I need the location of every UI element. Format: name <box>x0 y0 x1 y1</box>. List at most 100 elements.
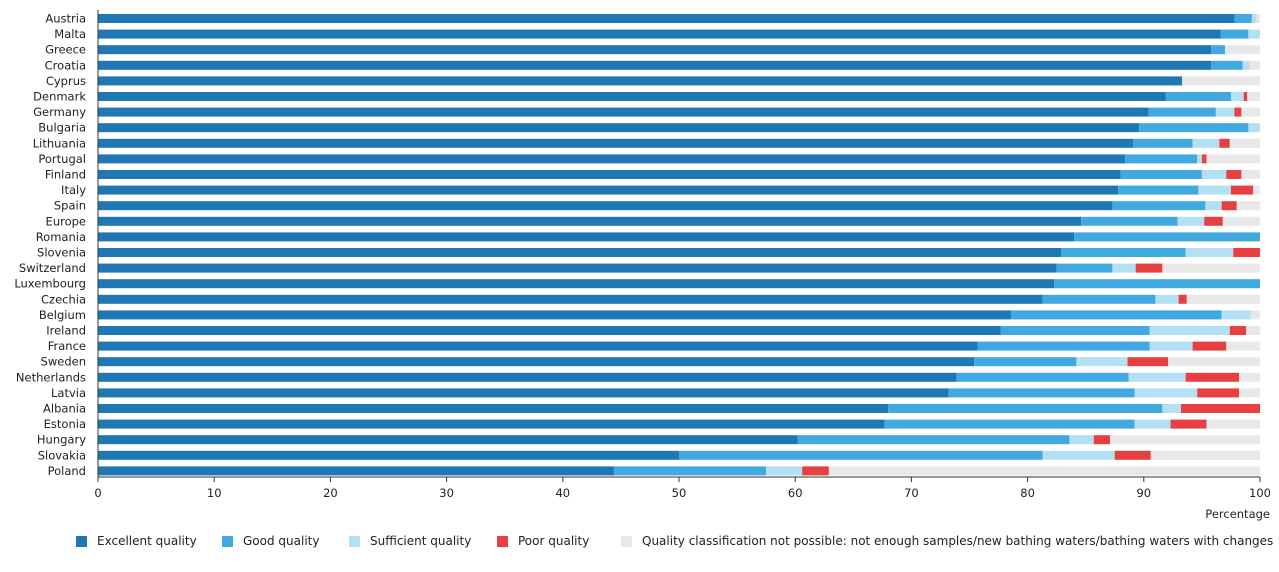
bar-finland-series-1 <box>1120 170 1202 179</box>
bar-spain-series-4 <box>1236 201 1260 211</box>
bar-slovakia-series-2 <box>1042 450 1115 460</box>
bar-slovakia-series-1 <box>679 450 1043 460</box>
bar-denmark-series-3 <box>1243 92 1248 101</box>
bar-slovakia-series-3 <box>1114 450 1151 460</box>
bar-switzerland-series-3 <box>1135 263 1163 273</box>
bar-lithuania-series-1 <box>1133 138 1193 148</box>
category-label-switzerland: Switzerland <box>19 261 86 275</box>
bar-slovakia-series-0 <box>98 450 679 460</box>
bar-portugal-series-1 <box>1125 154 1198 164</box>
category-label-romania: Romania <box>36 230 86 244</box>
category-label-greece: Greece <box>45 43 86 57</box>
category-label-portugal: Portugal <box>38 152 86 166</box>
bar-czechia-series-2 <box>1155 294 1179 304</box>
bar-europe-series-1 <box>1081 216 1178 226</box>
category-label-germany: Germany <box>33 105 86 119</box>
bar-austria-series-0 <box>98 14 1235 23</box>
x-tick-label-10: 10 <box>207 486 222 500</box>
bar-lithuania-series-3 <box>1219 138 1230 148</box>
x-tick-label-40: 40 <box>555 486 570 500</box>
bar-romania-series-0 <box>98 232 1075 242</box>
category-label-poland: Poland <box>48 464 86 478</box>
legend-label-0: Excellent quality <box>97 534 197 548</box>
category-label-hungary: Hungary <box>37 433 86 447</box>
bar-romania-series-1 <box>1074 232 1260 242</box>
bar-sweden-series-4 <box>1168 357 1260 367</box>
bar-france-series-4 <box>1226 341 1260 351</box>
bar-germany-series-4 <box>1241 107 1260 117</box>
bar-germany-series-1 <box>1148 107 1216 117</box>
bar-netherlands-series-3 <box>1185 372 1240 382</box>
bar-luxembourg-series-0 <box>98 279 1055 289</box>
bar-sweden-series-1 <box>974 357 1077 367</box>
bar-spain-series-1 <box>1112 201 1206 211</box>
bar-bulgaria-series-1 <box>1139 123 1249 133</box>
category-label-bulgaria: Bulgaria <box>38 121 86 135</box>
category-label-slovenia: Slovenia <box>37 246 86 260</box>
bar-croatia-series-0 <box>98 60 1212 70</box>
bar-estonia-series-0 <box>98 419 885 429</box>
bar-spain-series-3 <box>1221 201 1237 211</box>
bar-latvia-series-0 <box>98 388 949 398</box>
bar-netherlands-series-4 <box>1239 372 1260 382</box>
bar-hungary-series-1 <box>797 435 1070 445</box>
legend-swatch-0 <box>76 536 87 547</box>
bar-finland-series-2 <box>1201 170 1227 179</box>
bar-germany-series-2 <box>1215 107 1235 117</box>
bar-poland-series-0 <box>98 466 614 476</box>
bar-belgium-series-2 <box>1221 310 1251 320</box>
bar-france-series-2 <box>1149 341 1193 351</box>
bar-czechia-series-1 <box>1042 294 1156 304</box>
x-tick-label-50: 50 <box>672 486 687 500</box>
x-tick-label-60: 60 <box>788 486 803 500</box>
bar-europe-series-2 <box>1177 216 1205 226</box>
bar-spain-series-0 <box>98 201 1113 211</box>
bar-croatia-series-1 <box>1211 60 1243 70</box>
bar-hungary-series-2 <box>1069 435 1094 445</box>
bar-bulgaria-series-2 <box>1248 123 1260 133</box>
legend-label-3: Poor quality <box>518 534 589 548</box>
bar-slovenia-series-2 <box>1185 248 1234 257</box>
bar-poland-series-3 <box>802 466 829 476</box>
category-label-lithuania: Lithuania <box>33 136 86 150</box>
category-label-austria: Austria <box>45 12 86 26</box>
bar-malta-series-1 <box>1220 29 1249 39</box>
category-label-luxembourg: Luxembourg <box>14 277 86 291</box>
bar-poland-series-1 <box>613 466 767 476</box>
bar-greece-series-4 <box>1225 45 1260 55</box>
legend-swatch-4 <box>621 536 632 547</box>
bar-lithuania-series-2 <box>1192 138 1220 148</box>
bar-belgium-series-0 <box>98 310 1012 320</box>
bar-netherlands-series-0 <box>98 372 957 382</box>
bar-poland-series-4 <box>828 466 1260 476</box>
bar-belgium-series-4 <box>1250 310 1260 320</box>
bar-ireland-series-3 <box>1229 326 1247 335</box>
legend-swatch-1 <box>222 536 233 547</box>
bar-czechia-series-0 <box>98 294 1043 304</box>
bar-portugal-series-2 <box>1197 154 1202 164</box>
bar-latvia-series-1 <box>948 388 1135 398</box>
bar-france-series-0 <box>98 341 978 351</box>
bar-slovenia-series-0 <box>98 248 1062 257</box>
x-tick-label-20: 20 <box>323 486 338 500</box>
bar-slovenia-series-1 <box>1061 248 1186 257</box>
bar-portugal-series-4 <box>1206 154 1260 164</box>
bar-croatia-series-4 <box>1249 60 1260 70</box>
bar-austria-series-4 <box>1256 14 1260 23</box>
bar-finland-series-0 <box>98 170 1121 179</box>
bar-luxembourg-series-1 <box>1054 279 1260 289</box>
bar-denmark-series-4 <box>1247 92 1260 101</box>
bar-latvia-series-3 <box>1197 388 1240 398</box>
bar-czechia-series-3 <box>1178 294 1187 304</box>
bar-lithuania-series-0 <box>98 138 1134 148</box>
x-tick-label-80: 80 <box>1020 486 1035 500</box>
bar-portugal-series-3 <box>1201 154 1207 164</box>
bar-hungary-series-4 <box>1110 435 1260 445</box>
bar-italy-series-1 <box>1118 185 1199 195</box>
bar-bulgaria-series-0 <box>98 123 1140 133</box>
bar-europe-series-3 <box>1204 216 1223 226</box>
x-axis: 0 10 20 30 40 50 60 70 80 90 100 <box>94 10 1271 500</box>
category-label-malta: Malta <box>54 27 86 41</box>
